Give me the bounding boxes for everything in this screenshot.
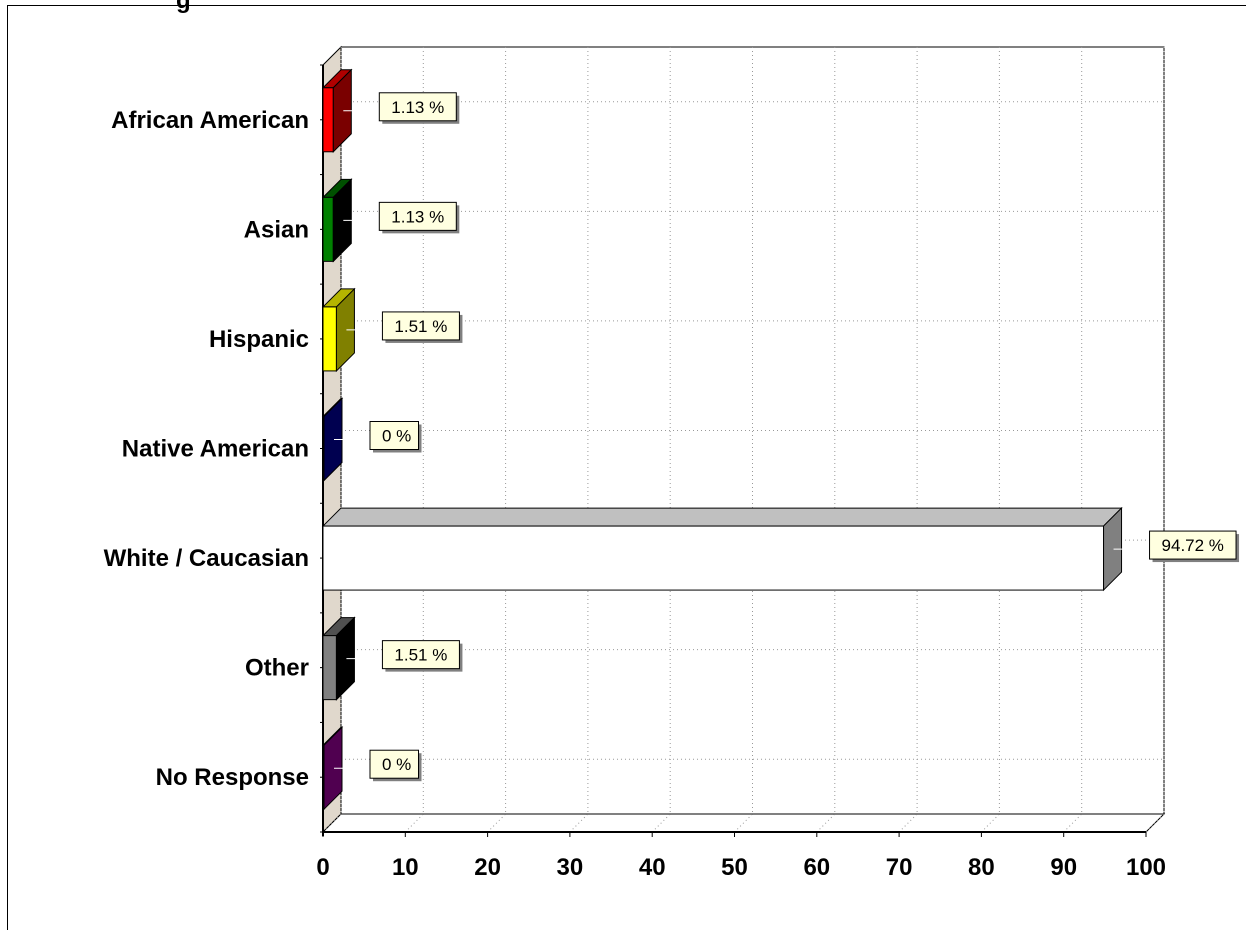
data-label-4: 94.72 % <box>1162 536 1224 555</box>
floor-grid-5 <box>734 813 753 833</box>
category-label-0: African American <box>111 107 309 134</box>
back-wall <box>340 46 1165 815</box>
category-label-2: Hispanic <box>209 326 309 353</box>
data-label-box-5 <box>381 640 460 670</box>
x-tick-label-4: 40 <box>639 854 666 881</box>
floor-grid-0 <box>322 813 342 833</box>
data-label-box-0 <box>378 92 457 122</box>
data-label-1: 1.13 % <box>391 207 444 226</box>
data-label-0: 1.13 % <box>391 98 444 117</box>
data-label-box-6 <box>369 749 419 779</box>
chart-frame <box>7 5 1246 930</box>
category-label-1: Asian <box>244 216 309 243</box>
x-tick-label-6: 60 <box>803 854 830 881</box>
bar-side-1 <box>332 178 352 263</box>
bar-side-0 <box>332 68 352 153</box>
floor-grid-9 <box>1063 813 1083 833</box>
x-tick-label-10: 100 <box>1126 854 1166 881</box>
data-label-box-1 <box>378 201 457 231</box>
floor-grid-4 <box>651 813 671 833</box>
bar-side-6 <box>323 726 343 811</box>
x-tick-label-5: 50 <box>721 854 748 881</box>
floor-grid-7 <box>898 813 918 833</box>
data-label-2: 1.51 % <box>394 317 447 336</box>
x-tick-label-2: 20 <box>474 854 501 881</box>
bar-4 <box>322 525 1105 591</box>
category-label-5: Other <box>245 655 309 682</box>
data-label-5: 1.51 % <box>394 646 447 665</box>
data-label-box-3 <box>369 421 419 450</box>
x-tick-label-9: 90 <box>1050 854 1077 881</box>
category-label-6: No Response <box>156 764 309 791</box>
floor-grid-3 <box>569 813 589 833</box>
bar-side-5 <box>335 616 355 701</box>
floor-grid-6 <box>816 813 836 833</box>
floor-grid-8 <box>981 813 1000 833</box>
bar-side-4 <box>1103 506 1123 592</box>
bar-2 <box>322 306 337 372</box>
data-label-6: 0 % <box>382 755 411 774</box>
data-label-box-2 <box>381 311 460 341</box>
x-tick-label-3: 30 <box>557 854 584 881</box>
category-label-3: Native American <box>122 436 309 463</box>
x-tick-label-1: 10 <box>392 854 419 881</box>
x-tick-label-8: 80 <box>968 854 995 881</box>
bar-side-3 <box>323 397 343 482</box>
x-tick-label-0: 0 <box>316 854 329 881</box>
category-label-4: White / Caucasian <box>104 545 309 572</box>
bar-5 <box>322 635 337 701</box>
data-label-box-4 <box>1149 530 1237 560</box>
bar-1 <box>322 196 334 262</box>
bar-0 <box>322 87 334 153</box>
floor-grid-2 <box>487 813 506 833</box>
bar-side-2 <box>335 287 355 373</box>
chart-title-fragment: g <box>176 0 191 14</box>
floor-grid-1 <box>404 813 424 833</box>
x-tick-label-7: 70 <box>886 854 913 881</box>
bar-top-4 <box>321 507 1123 527</box>
data-label-3: 0 % <box>382 427 411 446</box>
floor-grid-10 <box>1145 813 1165 833</box>
